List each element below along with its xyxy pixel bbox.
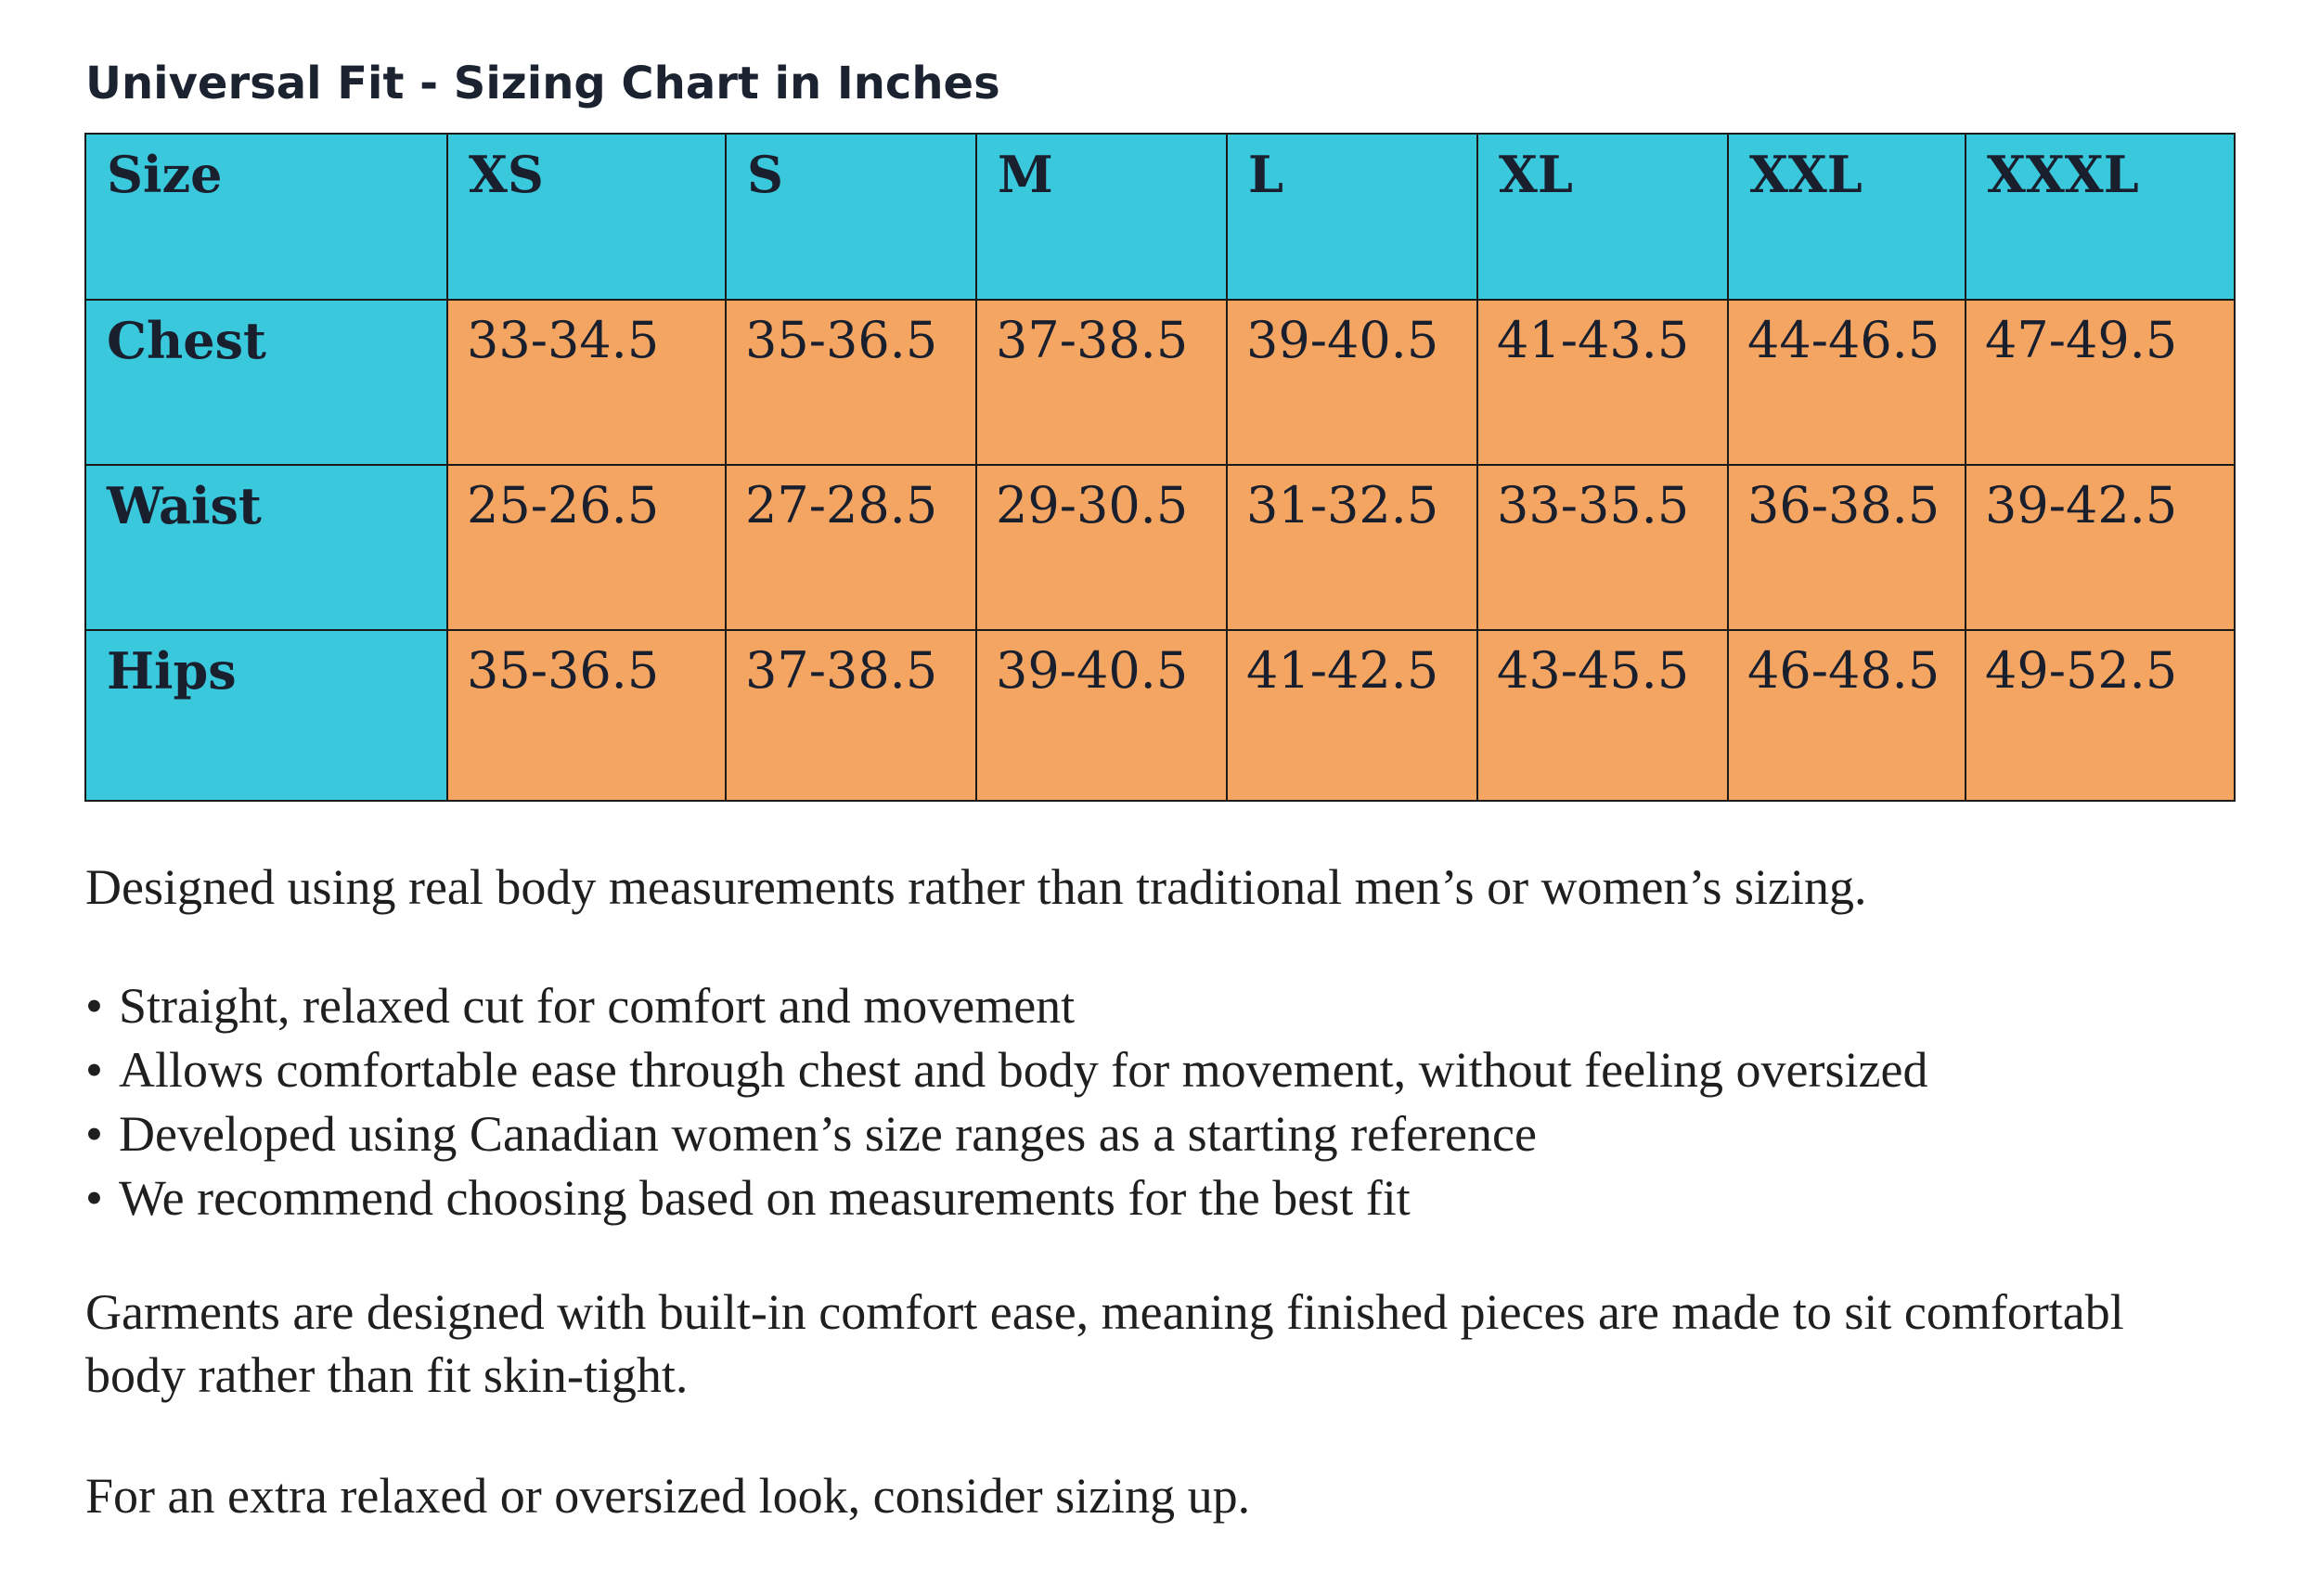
size-label: L [1248, 145, 1283, 204]
header-cell-xxxl: XXXL [1965, 133, 2236, 301]
list-item: • Developed using Canadian women’s size … [85, 1102, 1927, 1166]
header-cell-xs: XS [446, 133, 727, 301]
cell-value: 41-43.5 [1497, 311, 1690, 369]
table-cell: 43-45.5 [1476, 629, 1729, 802]
list-item: • Allows comfortable ease through chest … [85, 1038, 1927, 1102]
page-title: Universal Fit - Sizing Chart in Inches [85, 58, 1000, 109]
cell-value: 29-30.5 [996, 476, 1189, 534]
cell-value: 33-35.5 [1497, 476, 1690, 534]
table-cell: 49-52.5 [1965, 629, 2236, 802]
list-item: • We recommend choosing based on measure… [85, 1166, 1927, 1230]
cell-value: 39-42.5 [1985, 476, 2178, 534]
table-cell: 41-43.5 [1476, 299, 1729, 466]
cell-value: 44-46.5 [1747, 311, 1940, 369]
row-label: Chest [107, 311, 266, 370]
table-cell: 31-32.5 [1226, 464, 1478, 631]
size-label: XXL [1749, 145, 1862, 204]
list-item-text: Allows comfortable ease through chest an… [119, 1042, 1928, 1098]
cell-value: 27-28.5 [745, 476, 938, 534]
header-cell-l: L [1226, 133, 1478, 301]
table-cell: 46-48.5 [1727, 629, 1966, 802]
cell-value: 39-40.5 [996, 641, 1189, 700]
cell-value: 43-45.5 [1497, 641, 1690, 700]
list-item: • Straight, relaxed cut for comfort and … [85, 974, 1927, 1038]
table-cell: 39-42.5 [1965, 464, 2236, 631]
table-cell: 39-40.5 [1226, 299, 1478, 466]
row-label: Waist [107, 476, 262, 535]
cell-value: 25-26.5 [467, 476, 660, 534]
table-cell: 39-40.5 [975, 629, 1228, 802]
cell-value: 31-32.5 [1246, 476, 1439, 534]
list-item-text: We recommend choosing based on measureme… [119, 1170, 1411, 1226]
size-label: M [998, 145, 1053, 204]
header-label: Size [107, 145, 223, 204]
size-label: XL [1499, 145, 1573, 204]
table-cell: 41-42.5 [1226, 629, 1478, 802]
feature-list: • Straight, relaxed cut for comfort and … [85, 974, 1927, 1230]
cell-value: 41-42.5 [1246, 641, 1439, 700]
header-cell-xl: XL [1476, 133, 1729, 301]
bullet-icon: • [85, 1170, 103, 1226]
table-cell: 33-35.5 [1476, 464, 1729, 631]
table-cell: 47-49.5 [1965, 299, 2236, 466]
size-label: XS [469, 145, 544, 204]
closing-paragraph: For an extra relaxed or oversized look, … [85, 1468, 1251, 1524]
header-cell-xxl: XXL [1727, 133, 1966, 301]
header-cell-s: S [725, 133, 977, 301]
bullet-icon: • [85, 1042, 103, 1098]
cell-value: 37-38.5 [745, 641, 938, 700]
row-label-cell: Chest [84, 299, 448, 466]
row-label-cell: Waist [84, 464, 448, 631]
table-cell: 44-46.5 [1727, 299, 1966, 466]
table-cell: 33-34.5 [446, 299, 727, 466]
size-label: S [747, 145, 783, 204]
intro-paragraph: Designed using real body measurements ra… [85, 859, 1867, 915]
table-row-chest: Chest 33-34.5 35-36.5 37-38.5 39-40.5 41… [84, 299, 2236, 466]
table-cell: 37-38.5 [975, 299, 1228, 466]
cell-value: 47-49.5 [1985, 311, 2178, 369]
table-cell: 29-30.5 [975, 464, 1228, 631]
size-label: XXXL [1987, 145, 2139, 204]
cell-value: 49-52.5 [1985, 641, 2178, 700]
cell-value: 35-36.5 [745, 311, 938, 369]
table-cell: 35-36.5 [725, 299, 977, 466]
table-row-hips: Hips 35-36.5 37-38.5 39-40.5 41-42.5 43-… [84, 629, 2236, 802]
bullet-icon: • [85, 1106, 103, 1162]
paragraph-line: Garments are designed with built-in comf… [85, 1284, 2124, 1340]
comfort-ease-paragraph: Garments are designed with built-in comf… [85, 1281, 2320, 1407]
paragraph-line: body rather than fit skin-tight. [85, 1347, 689, 1403]
row-label: Hips [107, 641, 237, 701]
cell-value: 33-34.5 [467, 311, 660, 369]
header-cell-size: Size [84, 133, 448, 301]
list-item-text: Developed using Canadian women’s size ra… [119, 1106, 1537, 1162]
header-cell-m: M [975, 133, 1228, 301]
cell-value: 39-40.5 [1246, 311, 1439, 369]
sizing-table: Size XS S M L XL XXL XXXL [84, 133, 2236, 802]
table-cell: 27-28.5 [725, 464, 977, 631]
table-row-waist: Waist 25-26.5 27-28.5 29-30.5 31-32.5 33… [84, 464, 2236, 631]
table-cell: 25-26.5 [446, 464, 727, 631]
cell-value: 36-38.5 [1747, 476, 1940, 534]
cell-value: 37-38.5 [996, 311, 1189, 369]
cell-value: 46-48.5 [1747, 641, 1940, 700]
bullet-icon: • [85, 978, 103, 1034]
list-item-text: Straight, relaxed cut for comfort and mo… [119, 978, 1076, 1034]
table-cell: 37-38.5 [725, 629, 977, 802]
row-label-cell: Hips [84, 629, 448, 802]
cell-value: 35-36.5 [467, 641, 660, 700]
table-cell: 35-36.5 [446, 629, 727, 802]
table-cell: 36-38.5 [1727, 464, 1966, 631]
table-header-row: Size XS S M L XL XXL XXXL [84, 133, 2236, 301]
